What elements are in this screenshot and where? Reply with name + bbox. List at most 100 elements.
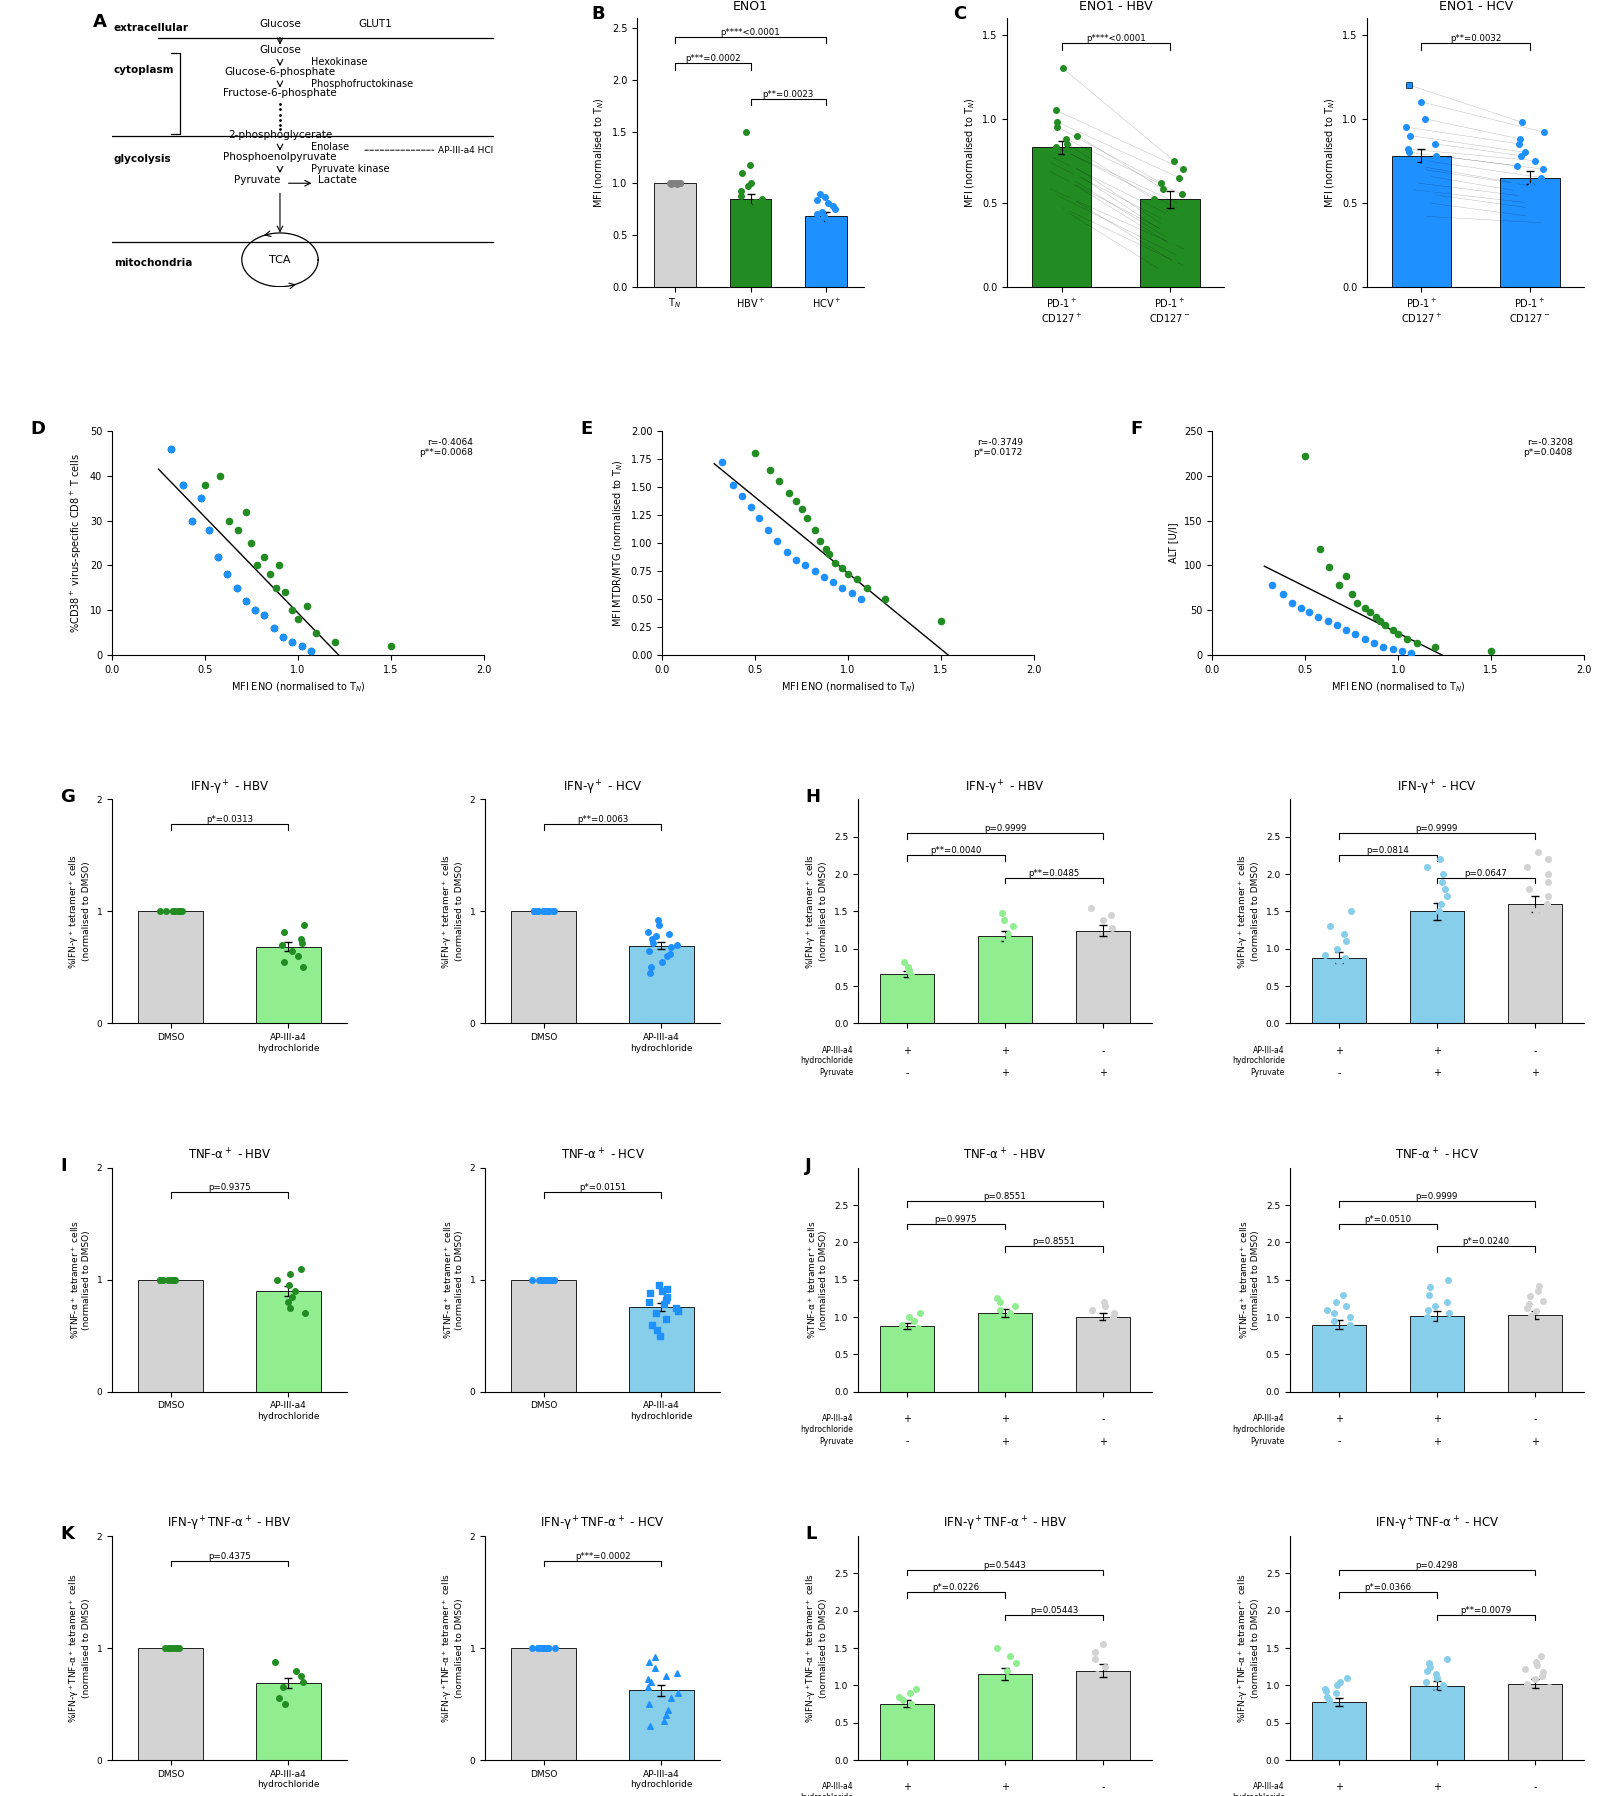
Point [896, 1302, 922, 1331]
Y-axis label: %CD38$^+$ virus-specific CD8$^+$ T cells: %CD38$^+$ virus-specific CD8$^+$ T cells [69, 453, 85, 632]
Y-axis label: MFI (normalised to T$_N$): MFI (normalised to T$_N$) [963, 97, 976, 208]
Point [1270, 580, 1296, 609]
Text: glycolysis: glycolysis [114, 154, 171, 163]
Point [890, 1311, 915, 1340]
Text: G: G [61, 788, 75, 806]
Point [533, 1266, 558, 1295]
Point [530, 1634, 555, 1663]
Point [1323, 1288, 1349, 1316]
Point [536, 1266, 562, 1295]
Bar [978, 1313, 1032, 1392]
Point [539, 896, 565, 925]
Point [1173, 235, 1198, 264]
Point [1531, 208, 1557, 237]
Point [238, 528, 264, 557]
Point [658, 939, 683, 968]
Point [1331, 920, 1357, 948]
Point [1155, 221, 1181, 250]
Point [1339, 580, 1365, 609]
Point [749, 185, 774, 214]
Point [262, 573, 288, 602]
Point [811, 201, 837, 230]
Point [1078, 893, 1104, 921]
Point [150, 1266, 176, 1295]
Point [1531, 934, 1557, 963]
Point [1398, 639, 1424, 668]
Point [280, 627, 306, 656]
Bar [512, 1649, 576, 1760]
Point [643, 1299, 669, 1327]
Point [1334, 1704, 1360, 1733]
Point [1416, 1649, 1442, 1677]
Point [1352, 625, 1378, 654]
Point [992, 1670, 1018, 1699]
Point [1158, 230, 1184, 259]
Point [1064, 120, 1090, 149]
Title: ENO1 - HBV: ENO1 - HBV [1078, 0, 1152, 13]
Point [1512, 1697, 1538, 1726]
Point [653, 1701, 678, 1730]
Point [1419, 1701, 1445, 1730]
Point [885, 1322, 910, 1351]
Point [1334, 1663, 1360, 1692]
Point [234, 587, 259, 616]
Text: +: + [1099, 1437, 1107, 1446]
Point [1082, 1645, 1107, 1674]
Point [522, 896, 547, 925]
Point [1426, 1315, 1451, 1343]
Point [266, 1685, 291, 1713]
Point [179, 506, 205, 535]
Text: p**=0.0063: p**=0.0063 [578, 815, 629, 824]
Point [806, 235, 832, 264]
Point [1166, 242, 1192, 271]
Point [811, 217, 837, 246]
Point [1150, 205, 1176, 233]
Bar [880, 1327, 934, 1392]
Text: p=0.4375: p=0.4375 [208, 1552, 251, 1561]
Point [1082, 930, 1107, 959]
Point [646, 1272, 672, 1300]
Point [1150, 210, 1176, 239]
Point [531, 896, 557, 925]
Text: F: F [1131, 420, 1142, 438]
Point [928, 607, 954, 636]
Point [730, 158, 755, 187]
Point [1530, 1286, 1555, 1315]
Point [152, 1634, 178, 1663]
Text: p****<0.0001: p****<0.0001 [1086, 34, 1146, 43]
Point [322, 627, 347, 656]
Bar [1392, 156, 1451, 287]
Point [830, 553, 856, 582]
Point [1424, 142, 1450, 171]
Y-axis label: %TNF-α$^+$ tetramer$^+$ cells
(normalised to DMSO): %TNF-α$^+$ tetramer$^+$ cells (normalise… [1238, 1221, 1261, 1340]
Point [989, 898, 1014, 927]
Text: Phosphoenolpyruvate: Phosphoenolpyruvate [224, 153, 336, 162]
Point [1515, 1679, 1541, 1708]
Bar [1501, 178, 1560, 287]
Point [1366, 607, 1392, 636]
Point [822, 550, 848, 578]
Point [808, 180, 834, 208]
Point [1296, 598, 1322, 627]
Point [1525, 837, 1550, 866]
Point [1379, 634, 1405, 663]
Bar [1077, 1670, 1130, 1760]
Point [1430, 860, 1456, 889]
Point [1424, 1663, 1450, 1692]
Point [1416, 1295, 1442, 1324]
Text: Pyruvate: Pyruvate [234, 176, 280, 185]
Point [664, 169, 690, 198]
Text: -: - [1338, 1069, 1341, 1078]
Point [270, 623, 296, 652]
Point [1317, 912, 1342, 941]
Point [891, 948, 917, 977]
Point [1141, 185, 1166, 214]
Bar [1509, 1683, 1562, 1760]
Point [205, 542, 230, 571]
Point [530, 1266, 555, 1295]
Point [1422, 1291, 1448, 1320]
Point [270, 948, 296, 977]
Point [1418, 1652, 1443, 1681]
Text: p=0.9375: p=0.9375 [208, 1184, 251, 1193]
Point [1315, 607, 1341, 636]
